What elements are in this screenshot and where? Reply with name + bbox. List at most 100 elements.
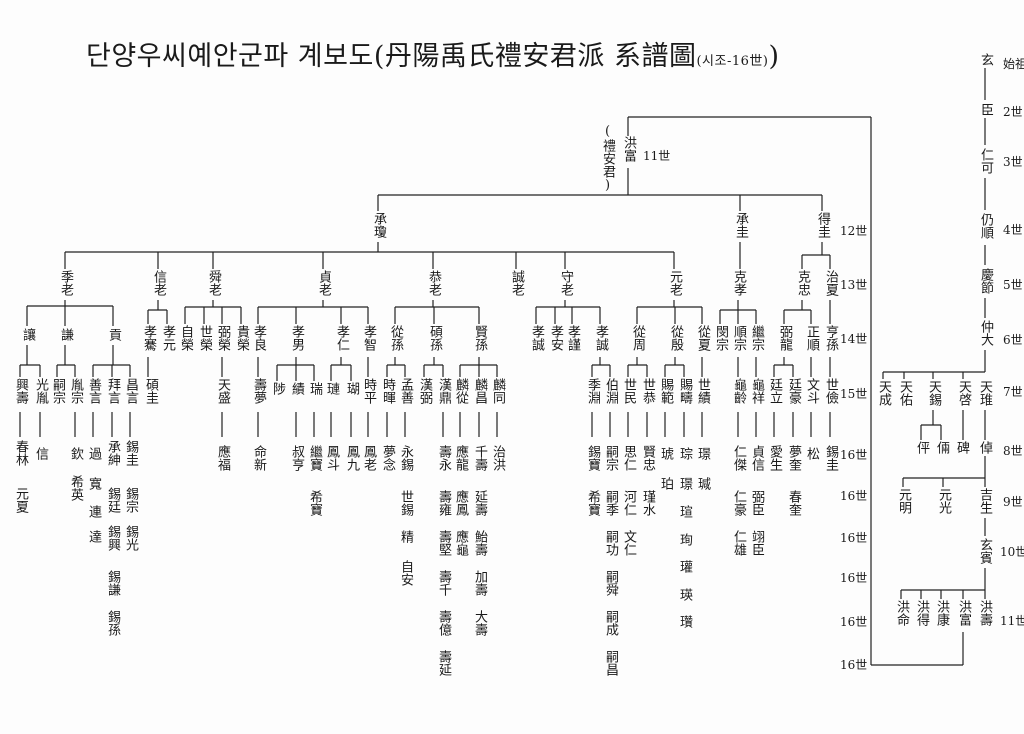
person-node: 錫光 bbox=[123, 525, 138, 551]
person-node: 世榮 bbox=[197, 325, 212, 351]
person-node: 從孫 bbox=[388, 325, 403, 351]
person-node: 治夏 bbox=[823, 270, 838, 296]
generation-label: 10世 bbox=[1000, 545, 1024, 559]
person-node: 孝元 bbox=[160, 325, 175, 351]
person-node: 恭老 bbox=[426, 270, 441, 296]
generation-label: 3世 bbox=[1003, 155, 1023, 169]
person-node: 河仁 bbox=[621, 490, 636, 516]
person-node: 春奎 bbox=[786, 490, 801, 516]
person-node: 嗣季 bbox=[603, 490, 618, 516]
person-node: 珣 bbox=[677, 533, 692, 546]
person-node: 誠老 bbox=[509, 270, 524, 296]
person-node: 寬 bbox=[86, 477, 101, 490]
generation-label: 12世 bbox=[840, 224, 868, 238]
person-node: 麟從 bbox=[453, 378, 468, 404]
generation-label: 16世 bbox=[840, 658, 868, 672]
person-node: 信 bbox=[33, 447, 48, 460]
person-node: 珀 bbox=[658, 477, 673, 490]
person-node: 弼榮 bbox=[215, 325, 230, 351]
person-node: 謙 bbox=[58, 328, 73, 341]
person-node: 得圭 bbox=[815, 212, 830, 238]
person-node: 守老 bbox=[558, 270, 573, 296]
person-node: 龜祥 bbox=[749, 378, 764, 404]
person-node: 胤宗 bbox=[68, 378, 83, 404]
person-node: 洪得 bbox=[914, 600, 929, 626]
person-node: 倬 bbox=[977, 441, 992, 454]
person-node: 善言 bbox=[86, 378, 101, 404]
person-node: 連 bbox=[86, 505, 101, 518]
person-node: 嗣功 bbox=[603, 530, 618, 556]
title-subtitle: (시조-16世) bbox=[696, 54, 769, 69]
person-node: 拜言 bbox=[105, 378, 120, 404]
person-node: 玄賓 bbox=[977, 538, 992, 564]
person-node: 夢念 bbox=[380, 445, 395, 471]
person-node: 翊臣 bbox=[749, 530, 764, 556]
person-node: 克孝 bbox=[731, 270, 746, 296]
person-node: 嗣舜 bbox=[603, 570, 618, 596]
person-node: 碩圭 bbox=[143, 378, 158, 404]
person-node: 孝智 bbox=[361, 325, 376, 351]
person-node: 天琟 bbox=[977, 380, 992, 406]
generation-label: 16世 bbox=[840, 489, 868, 503]
person-node: 壽億 bbox=[436, 610, 451, 636]
person-node: 錫廷 bbox=[105, 487, 120, 513]
person-node: 壽千 bbox=[436, 570, 451, 596]
generation-label: 14世 bbox=[840, 332, 868, 346]
person-node: 瑞 bbox=[307, 382, 322, 395]
person-node: 承圭 bbox=[733, 212, 748, 238]
person-node: 嗣宗 bbox=[603, 445, 618, 471]
person-node: 錫興 bbox=[105, 525, 120, 551]
person-node: 琮 bbox=[677, 447, 692, 460]
person-node: 過 bbox=[86, 447, 101, 460]
person-node: 自榮 bbox=[178, 325, 193, 351]
person-node: 碩孫 bbox=[427, 325, 442, 351]
person-node: 廷豪 bbox=[786, 378, 801, 404]
person-node: 順宗 bbox=[731, 325, 746, 351]
person-node: 叔亨 bbox=[289, 445, 304, 471]
person-node: 元夏 bbox=[13, 487, 28, 513]
person-node: 嗣昌 bbox=[603, 650, 618, 676]
generation-label: 2世 bbox=[1003, 105, 1023, 119]
generation-label: 11世 bbox=[643, 149, 671, 163]
person-node: 璟 bbox=[695, 447, 710, 460]
title-close-paren: ) bbox=[768, 41, 780, 72]
person-node: 命新 bbox=[251, 445, 266, 471]
generation-label: 6世 bbox=[1003, 333, 1023, 347]
person-node: 天佑 bbox=[897, 380, 912, 406]
person-node: 賜疇 bbox=[677, 378, 692, 404]
person-node: 承紳 bbox=[105, 440, 120, 466]
person-node: 廷立 bbox=[767, 378, 782, 404]
person-node: 漢弼 bbox=[417, 378, 432, 404]
person-node: 麟昌 bbox=[472, 378, 487, 404]
person-node: 世儉 bbox=[823, 378, 838, 404]
person-node: 仁可 bbox=[978, 148, 993, 174]
person-node: 天錫 bbox=[926, 380, 941, 406]
person-node: 洪富 bbox=[621, 136, 636, 162]
person-node: 貴榮 bbox=[234, 325, 249, 351]
person-node: 壽永 bbox=[436, 445, 451, 471]
person-node: 亨孫 bbox=[823, 325, 838, 351]
person-node: 璟 bbox=[677, 477, 692, 490]
generation-label: 4世 bbox=[1003, 223, 1023, 237]
person-node: 加壽 bbox=[472, 570, 487, 596]
person-node: 希寶 bbox=[585, 490, 600, 516]
person-node: 從周 bbox=[630, 325, 645, 351]
generation-label: 9世 bbox=[1003, 495, 1023, 509]
person-node: 仍順 bbox=[978, 213, 993, 239]
person-node: 自安 bbox=[398, 560, 413, 586]
person-node: 達 bbox=[86, 530, 101, 543]
person-node: 希寶 bbox=[307, 490, 322, 516]
person-node: 仁雄 bbox=[731, 530, 746, 556]
person-node: 仁傑 bbox=[731, 445, 746, 471]
person-node: 永錫 bbox=[398, 445, 413, 471]
person-node: 嗣成 bbox=[603, 610, 618, 636]
person-node: 文仁 bbox=[621, 530, 636, 556]
person-node: 洪康 bbox=[934, 600, 949, 626]
generation-label: 11世 bbox=[1000, 614, 1024, 628]
person-node: 文斗 bbox=[804, 378, 819, 404]
person-node: 元明 bbox=[896, 488, 911, 514]
person-node: 延壽 bbox=[472, 490, 487, 516]
person-node: 琥 bbox=[658, 447, 673, 460]
